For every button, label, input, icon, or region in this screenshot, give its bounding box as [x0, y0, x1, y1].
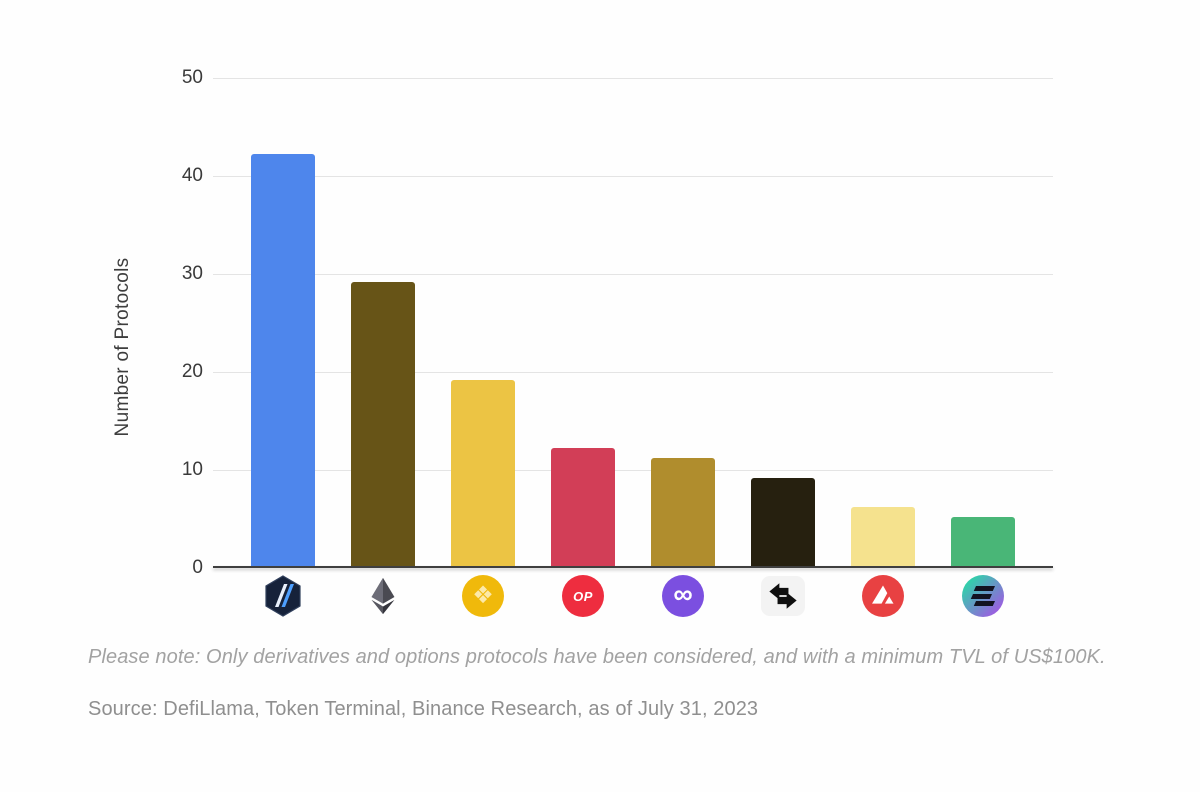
- bar-column-optimism: [533, 78, 633, 568]
- gridline-10: [213, 470, 1053, 471]
- y-tick-label-20: 20: [181, 361, 203, 382]
- solana-icon: [960, 573, 1006, 619]
- bnb-chain-icon: ❖: [460, 573, 506, 619]
- x-axis-icons-row: ❖ OP ∞: [213, 573, 1053, 623]
- y-tick-label-0: 0: [192, 557, 203, 578]
- bar-ethereum: [351, 281, 415, 566]
- ethereum-icon: [360, 573, 406, 619]
- gridline-20: [213, 372, 1053, 373]
- bar-zksync-era: [751, 477, 815, 566]
- bar-solana: [951, 517, 1015, 566]
- x-axis-line: [213, 565, 1053, 568]
- y-axis-ticks: 0 10 20 30 40 50: [0, 67, 203, 578]
- bar-column-arbitrum: [233, 78, 333, 568]
- avalanche-icon: [860, 573, 906, 619]
- bar-bnb-chain: [451, 379, 515, 566]
- bar-column-zksync-era: [733, 78, 833, 568]
- bar-arbitrum: [251, 154, 315, 566]
- y-tick-label-40: 40: [181, 165, 203, 186]
- polygon-infinity-glyph: ∞: [673, 579, 693, 609]
- arbitrum-icon: [260, 573, 306, 619]
- gridline-40: [213, 176, 1053, 177]
- zksync-icon: [760, 573, 806, 619]
- y-tick-label-30: 30: [181, 263, 203, 284]
- optimism-icon: OP: [560, 573, 606, 619]
- bar-column-solana: [933, 78, 1033, 568]
- y-tick-label-50: 50: [181, 67, 203, 88]
- bar-optimism: [551, 448, 615, 566]
- polygon-icon: ∞: [660, 573, 706, 619]
- bar-column-polygon: [633, 78, 733, 568]
- optimism-op-label: OP: [573, 588, 593, 604]
- y-tick-label-10: 10: [181, 459, 203, 480]
- gridline-50: [213, 78, 1053, 79]
- bar-column-ethereum: [333, 78, 433, 568]
- bar-column-bnb-chain: [433, 78, 533, 568]
- footnote: Please note: Only derivatives and option…: [88, 646, 1106, 668]
- bnb-diamonds-glyph: ❖: [472, 582, 494, 609]
- bar-polygon: [651, 458, 715, 566]
- bar-avalanche: [851, 507, 915, 566]
- source-line: Source: DefiLlama, Token Terminal, Binan…: [88, 698, 759, 720]
- bar-column-avalanche: [833, 78, 933, 568]
- gridline-30: [213, 274, 1053, 275]
- plot-area: [213, 78, 1053, 568]
